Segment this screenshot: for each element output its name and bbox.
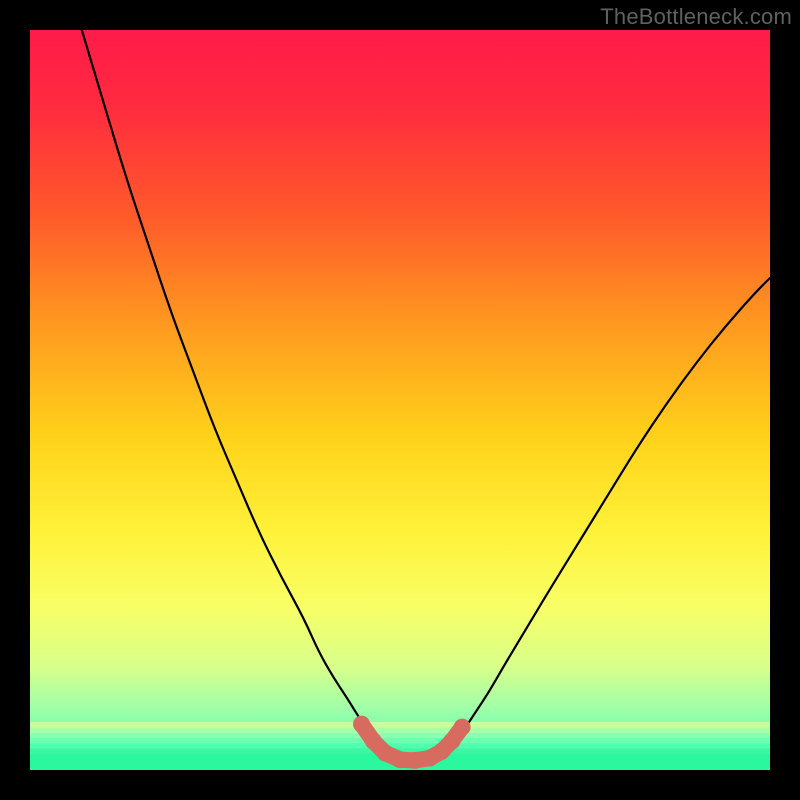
bottleneck-chart xyxy=(0,0,800,800)
chart-container: TheBottleneck.com xyxy=(0,0,800,800)
band-segment xyxy=(30,738,770,743)
watermark-text: TheBottleneck.com xyxy=(600,4,792,30)
marker-dot xyxy=(406,752,423,769)
marker-dot xyxy=(454,719,471,736)
band-segment xyxy=(30,733,770,738)
band-segment xyxy=(30,722,770,728)
marker-dot xyxy=(392,751,409,768)
band-segment xyxy=(30,728,770,733)
gradient-background xyxy=(30,30,770,770)
marker-dot xyxy=(353,716,370,733)
marker-dot xyxy=(443,733,460,750)
band-segment xyxy=(30,743,770,748)
marker-dot xyxy=(377,744,394,761)
